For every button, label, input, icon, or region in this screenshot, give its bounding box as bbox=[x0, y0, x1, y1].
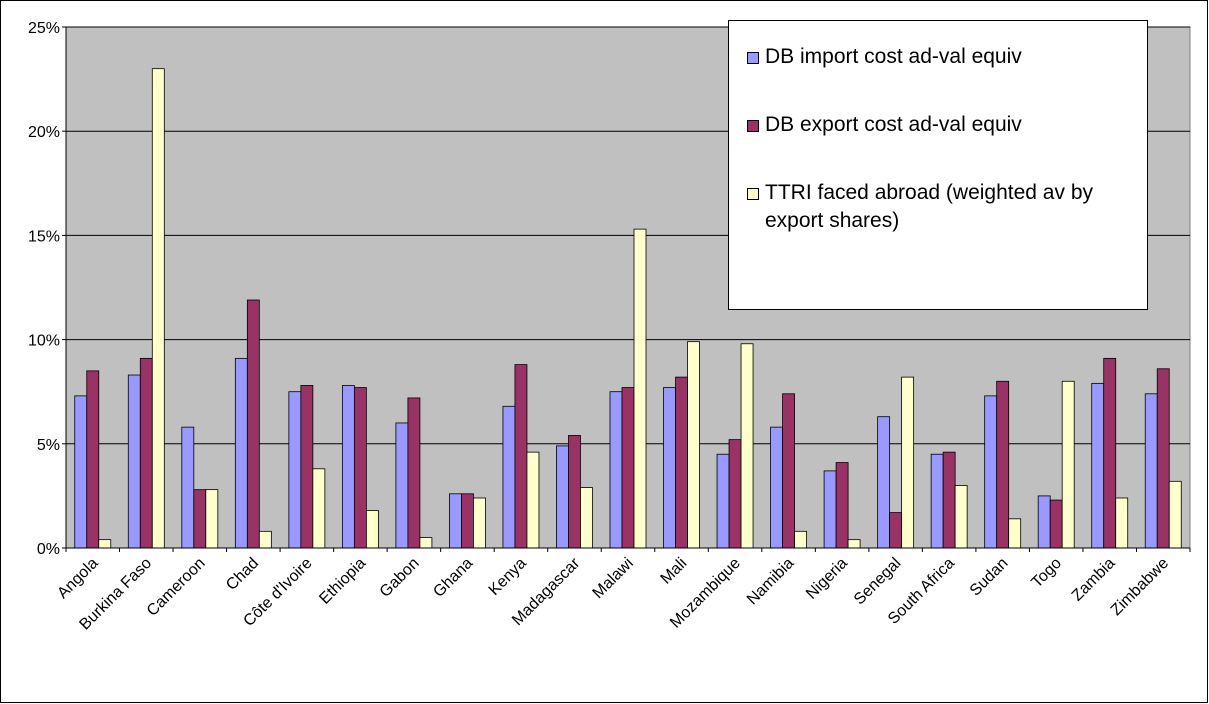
legend-swatch bbox=[747, 120, 759, 132]
bar bbox=[675, 376, 688, 549]
bar bbox=[633, 228, 647, 549]
bar bbox=[621, 387, 635, 549]
bar bbox=[86, 370, 100, 549]
bar bbox=[823, 470, 837, 549]
bar bbox=[1049, 499, 1063, 549]
bar bbox=[1037, 495, 1051, 549]
bar bbox=[889, 512, 903, 549]
bar bbox=[365, 510, 379, 549]
bar bbox=[205, 489, 219, 549]
bar bbox=[687, 341, 700, 549]
bar bbox=[353, 387, 367, 549]
bar bbox=[98, 539, 112, 549]
legend-label: DB import cost ad-val equiv bbox=[765, 45, 1022, 68]
bar bbox=[288, 391, 302, 549]
bar bbox=[568, 435, 581, 549]
bar bbox=[258, 530, 272, 549]
bar bbox=[942, 451, 956, 549]
bar bbox=[341, 385, 355, 549]
bar bbox=[473, 497, 486, 549]
bar bbox=[770, 426, 783, 549]
bar bbox=[300, 385, 314, 549]
bar bbox=[1091, 382, 1105, 549]
bar bbox=[984, 395, 998, 549]
bar bbox=[1156, 368, 1170, 549]
legend-item: DB import cost ad-val equiv bbox=[747, 43, 1137, 71]
bar bbox=[847, 539, 861, 549]
bar bbox=[419, 537, 433, 549]
bar bbox=[502, 405, 516, 549]
bar bbox=[901, 376, 915, 549]
bar bbox=[954, 485, 968, 549]
bar bbox=[609, 391, 623, 549]
bar bbox=[740, 343, 754, 549]
y-tick-label: 0% bbox=[37, 541, 60, 558]
bar bbox=[395, 422, 409, 549]
y-tick-label: 25% bbox=[28, 20, 60, 37]
bar bbox=[580, 487, 593, 549]
legend: DB import cost ad-val equiv DB export cos… bbox=[728, 20, 1148, 310]
bar bbox=[728, 439, 742, 549]
y-tick-label: 20% bbox=[28, 124, 60, 141]
bar bbox=[1168, 480, 1182, 549]
bar bbox=[930, 453, 944, 549]
bar bbox=[449, 493, 462, 549]
bar bbox=[193, 489, 207, 549]
bar bbox=[663, 387, 676, 549]
legend-swatch bbox=[747, 188, 759, 200]
bar bbox=[835, 462, 849, 549]
bar bbox=[782, 393, 795, 549]
bar bbox=[246, 299, 260, 549]
bar bbox=[996, 380, 1010, 549]
legend-label: DB export cost ad-val equiv bbox=[765, 113, 1022, 136]
bar bbox=[1115, 497, 1129, 549]
y-tick-label: 5% bbox=[37, 437, 60, 454]
bar bbox=[151, 68, 165, 549]
bar bbox=[127, 374, 141, 549]
bar bbox=[794, 530, 807, 549]
bar bbox=[312, 468, 326, 549]
y-tick-label: 15% bbox=[28, 228, 60, 245]
bar bbox=[181, 426, 195, 549]
bar bbox=[1103, 357, 1117, 549]
bar bbox=[877, 416, 891, 549]
bar bbox=[716, 453, 730, 549]
bar bbox=[1008, 518, 1022, 549]
legend-label: TTRI faced abroad (weighted av by export… bbox=[765, 181, 1094, 232]
bar bbox=[234, 357, 248, 549]
bar bbox=[556, 445, 569, 549]
legend-item: TTRI faced abroad (weighted av by export… bbox=[747, 179, 1137, 235]
legend-swatch bbox=[747, 52, 759, 64]
bar bbox=[74, 395, 88, 549]
bar bbox=[1144, 393, 1158, 549]
bar bbox=[526, 451, 540, 549]
bar bbox=[1061, 380, 1075, 549]
bar bbox=[139, 357, 153, 549]
legend-item: DB export cost ad-val equiv bbox=[747, 111, 1137, 139]
bar bbox=[407, 397, 421, 549]
bar bbox=[461, 493, 474, 549]
y-tick-label: 10% bbox=[28, 333, 60, 350]
bar bbox=[514, 364, 528, 549]
